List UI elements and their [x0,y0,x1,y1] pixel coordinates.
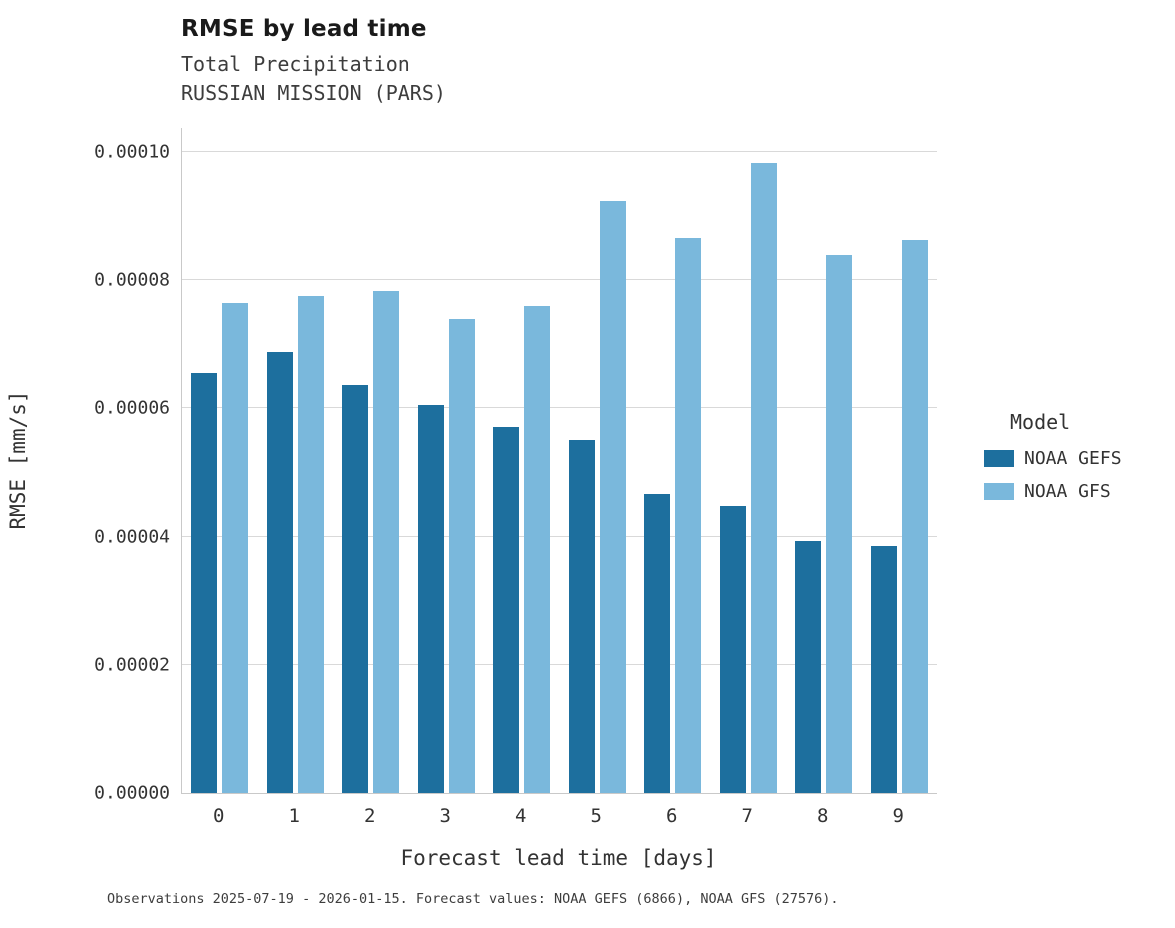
gridline [182,279,937,281]
y-tick-label: 0.00004 [94,526,170,548]
bar-noaa-gfs-day-4 [524,305,551,793]
y-axis-label: RMSE [mm/s] [6,390,30,530]
gridline [182,407,937,409]
legend-title: Model [1010,410,1071,434]
bar-noaa-gefs-day-9 [870,546,897,793]
x-tick-label: 6 [666,805,678,827]
bar-noaa-gefs-day-3 [417,405,444,793]
bar-noaa-gfs-day-7 [750,162,777,793]
bar-noaa-gfs-day-6 [675,237,702,793]
legend-entry-noaa-gefs: NOAA GEFS [984,448,1122,469]
x-tick-label: 0 [213,805,225,827]
x-tick-label: 3 [439,805,451,827]
bar-noaa-gfs-day-0 [222,302,249,793]
x-tick-label: 1 [288,805,300,827]
y-tick-label: 0.00000 [94,782,170,804]
bar-noaa-gefs-day-8 [795,541,822,793]
bar-noaa-gfs-day-3 [448,319,475,793]
legend-entries: NOAA GEFS NOAA GFS [984,448,1122,502]
legend-swatch [984,450,1014,467]
x-tick-label: 9 [892,805,904,827]
chart-subtitle-station: RUSSIAN MISSION (PARS) [181,81,446,105]
bar-noaa-gefs-day-4 [493,426,520,793]
x-tick-label: 8 [817,805,829,827]
bar-noaa-gefs-day-2 [342,384,369,793]
bar-noaa-gfs-day-8 [826,254,853,793]
bar-noaa-gefs-day-7 [719,505,746,793]
bar-noaa-gfs-day-1 [297,295,324,793]
y-tick-label: 0.00010 [94,141,170,163]
bar-noaa-gfs-day-5 [599,200,626,793]
x-axis-label: Forecast lead time [days] [400,846,717,870]
bar-noaa-gfs-day-9 [901,239,928,793]
bar-noaa-gefs-day-1 [266,351,293,793]
legend-label: NOAA GFS [1024,481,1111,502]
y-tick-label: 0.00008 [94,269,170,291]
legend-swatch [984,483,1014,500]
gridline [182,663,937,665]
x-tick-label: 2 [364,805,376,827]
plot-area [181,128,937,794]
bar-noaa-gefs-day-6 [644,493,671,793]
bar-noaa-gefs-day-0 [191,373,218,793]
gridline [182,150,937,152]
legend: Model NOAA GEFS NOAA GFS [984,410,1122,514]
legend-entry-noaa-gfs: NOAA GFS [984,481,1122,502]
x-tick-label: 4 [515,805,527,827]
chart-title: RMSE by lead time [181,16,427,42]
y-tick-label: 0.00006 [94,397,170,419]
chart-subtitle-variable: Total Precipitation [181,52,410,76]
x-tick-label: 5 [590,805,602,827]
y-tick-label: 0.00002 [94,654,170,676]
footnote-caption: Observations 2025-07-19 - 2026-01-15. Fo… [107,891,839,907]
legend-label: NOAA GEFS [1024,448,1122,469]
bar-noaa-gfs-day-2 [373,291,400,793]
x-tick-label: 7 [741,805,753,827]
bar-noaa-gefs-day-5 [568,440,595,793]
gridline [182,535,937,537]
